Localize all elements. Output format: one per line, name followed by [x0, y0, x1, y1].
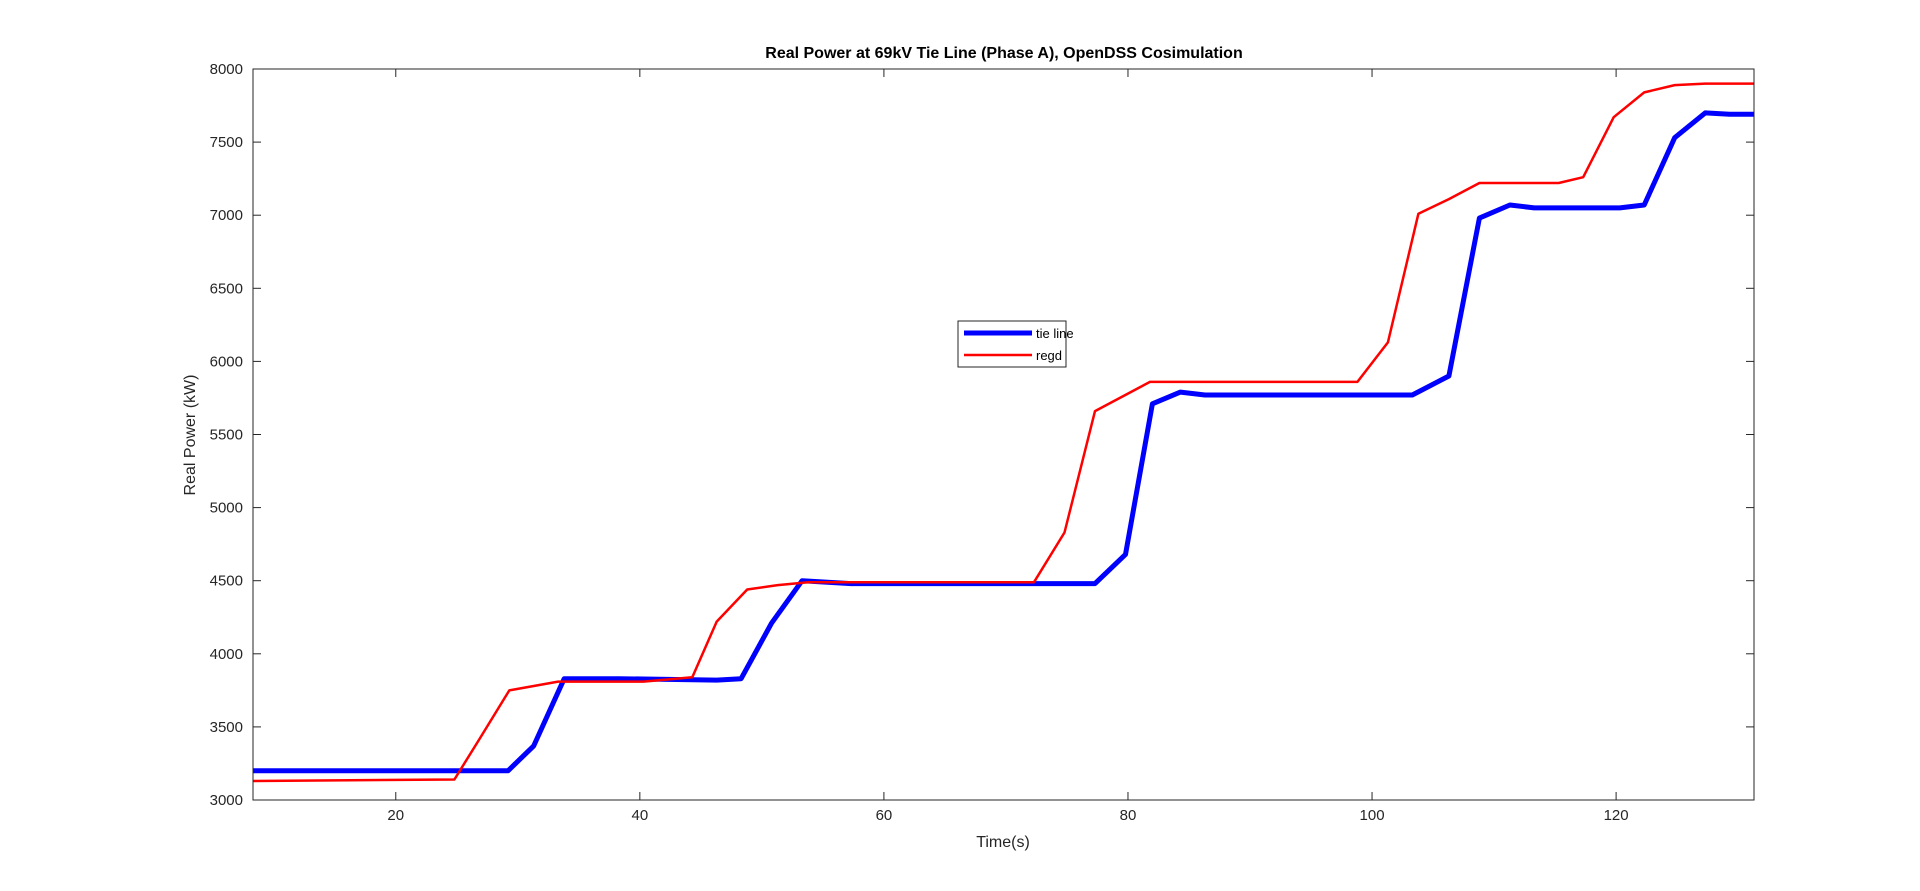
y-tick-label: 7000 — [210, 207, 243, 224]
y-tick-label: 4000 — [210, 646, 243, 663]
y-tick-label: 8000 — [210, 61, 243, 78]
y-axis-label: Real Power (kW) — [182, 375, 199, 496]
chart-title: Real Power at 69kV Tie Line (Phase A), O… — [765, 45, 1242, 62]
x-tick-label: 80 — [1120, 807, 1137, 824]
series-line-tie-line — [253, 110, 1754, 774]
x-axis-label: Time(s) — [976, 834, 1030, 851]
y-tick-label: 5500 — [210, 427, 243, 444]
x-tick-label: 120 — [1604, 807, 1629, 824]
x-tick-label: 40 — [631, 807, 648, 824]
x-axis-ticks: 20 40 60 80 100 120 — [387, 69, 1629, 824]
y-tick-label: 3000 — [210, 792, 243, 809]
legend-label-tie-line: tie line — [1036, 326, 1074, 341]
y-tick-label: 3500 — [210, 719, 243, 736]
legend: tie line regd — [957, 320, 1074, 368]
y-tick-label: 6000 — [210, 353, 243, 370]
legend-box — [957, 320, 1067, 368]
y-tick-label: 7500 — [210, 134, 243, 151]
y-tick-label: 5000 — [210, 500, 243, 517]
x-tick-label: 100 — [1360, 807, 1385, 824]
y-tick-label: 6500 — [210, 280, 243, 297]
x-tick-label: 60 — [876, 807, 893, 824]
plot-lines — [252, 82, 1754, 783]
legend-label-regd: regd — [1036, 348, 1062, 363]
y-axis-ticks: 3000 3500 4000 4500 5000 5500 6000 6500 7000 7500… — [210, 61, 1754, 809]
x-tick-label: 20 — [387, 807, 404, 824]
y-tick-label: 4500 — [210, 573, 243, 590]
series-line-regd — [252, 82, 1754, 783]
